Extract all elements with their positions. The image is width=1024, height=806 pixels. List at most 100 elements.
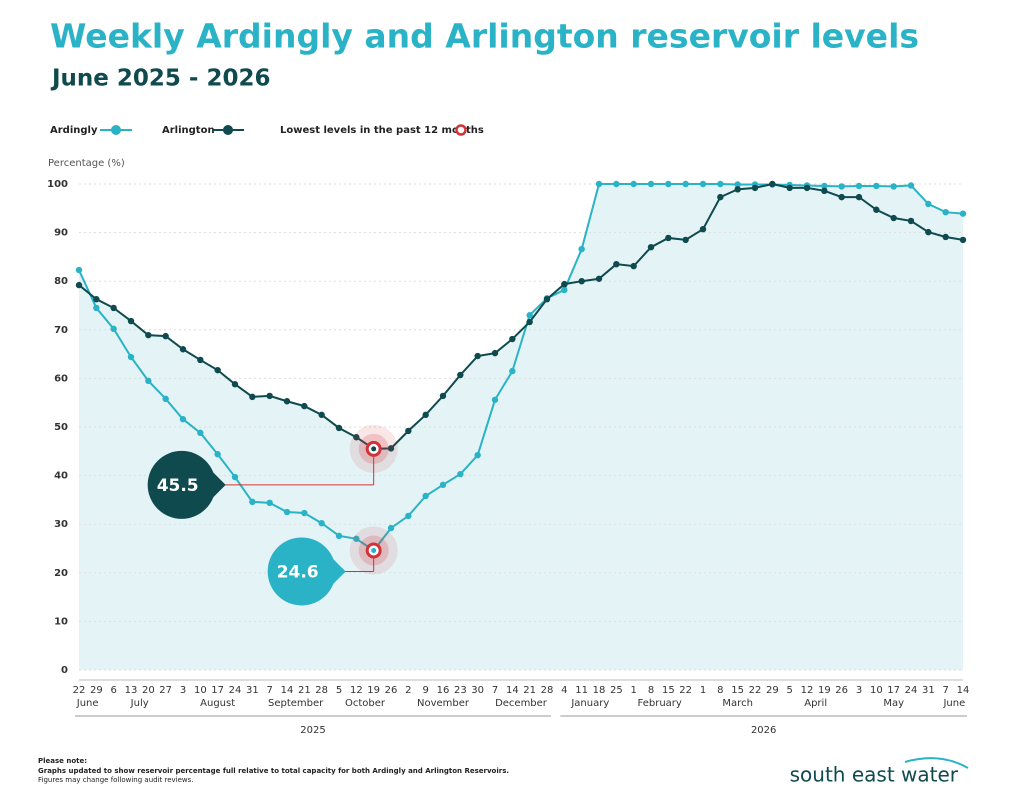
point [595, 180, 603, 188]
x-tick-label: 22 [679, 685, 692, 696]
x-tick-label: 15 [731, 685, 744, 696]
point [682, 236, 689, 244]
x-tick-label: 2 [405, 685, 411, 696]
point [318, 520, 325, 527]
month-label: January [570, 698, 609, 709]
point [821, 187, 828, 195]
month-label: December [495, 698, 548, 709]
point [231, 381, 239, 388]
x-tick-label: 27 [159, 685, 172, 696]
point [942, 208, 949, 216]
point [197, 356, 204, 364]
point [474, 352, 481, 360]
y-tick-label: 80 [54, 276, 68, 287]
point [665, 234, 672, 242]
point [509, 335, 516, 343]
point [405, 427, 412, 435]
point [214, 366, 221, 374]
series-line [78, 183, 964, 552]
point [439, 481, 447, 489]
point [959, 236, 967, 244]
month-label: May [883, 698, 904, 709]
point [439, 392, 447, 400]
x-tick-label: 7 [942, 685, 948, 696]
y-tick-label: 100 [47, 179, 68, 190]
month-label: July [130, 698, 149, 709]
y-tick-label: 20 [54, 568, 68, 579]
point [335, 532, 343, 540]
x-tick-label: 7 [492, 685, 498, 696]
point [110, 304, 117, 312]
month-label: February [638, 698, 682, 709]
legend-label: Arlington [162, 125, 215, 136]
point [769, 180, 776, 188]
point [925, 200, 932, 208]
point [249, 393, 256, 401]
brand-swoosh [904, 757, 969, 769]
point [699, 225, 707, 233]
point [613, 260, 620, 268]
point [249, 498, 256, 506]
point [890, 183, 897, 190]
y-tick-label: 70 [54, 325, 68, 336]
x-tick-label: 6 [110, 685, 116, 696]
point [942, 233, 949, 241]
point [959, 210, 967, 217]
y-tick-label: 60 [54, 373, 68, 384]
point [422, 492, 429, 500]
point [179, 346, 187, 353]
x-tick-label: 19 [367, 685, 380, 696]
x-tick-label: 22 [749, 685, 762, 696]
point [387, 524, 395, 532]
point [925, 228, 932, 236]
x-tick-label: 1 [630, 685, 636, 696]
point [543, 295, 551, 303]
point [734, 181, 741, 188]
x-tick-label: 17 [211, 685, 224, 696]
point [266, 499, 273, 507]
point [647, 243, 655, 251]
point [353, 434, 360, 441]
legend-label: Ardingly [50, 125, 98, 136]
x-tick-label: 5 [336, 685, 342, 696]
x-tick-label: 13 [125, 685, 138, 696]
x-tick-label: 8 [717, 685, 723, 696]
x-tick-label: 15 [662, 685, 675, 696]
x-tick-label: 7 [266, 685, 272, 696]
point [717, 193, 724, 201]
callout-bubble [331, 557, 346, 586]
point [283, 508, 291, 516]
point [266, 392, 273, 400]
year-label: 2025 [300, 725, 325, 736]
point [214, 451, 221, 458]
y-tick-label: 30 [54, 519, 68, 530]
x-tick-label: 25 [610, 685, 623, 696]
note-title: Please note: [38, 757, 87, 765]
point [907, 182, 915, 189]
x-tick-label: 16 [437, 685, 450, 696]
point [145, 377, 152, 385]
point [145, 331, 152, 339]
x-tick-label: 14 [506, 685, 519, 696]
point [613, 180, 620, 188]
x-tick-label: 23 [454, 685, 467, 696]
point [509, 367, 516, 375]
point [93, 304, 100, 312]
point [387, 445, 395, 452]
chart-subtitle: June 2025 - 2026 [50, 66, 271, 92]
x-tick-label: 14 [281, 685, 294, 696]
point [197, 429, 204, 437]
x-tick-label: 26 [385, 685, 398, 696]
y-axis-label: Percentage (%) [48, 158, 125, 169]
x-tick-label: 21 [523, 685, 536, 696]
month-label: October [345, 698, 386, 709]
x-tick-label: 24 [229, 685, 242, 696]
point [682, 180, 689, 188]
callout-bubble [267, 537, 336, 606]
x-tick-label: 24 [905, 685, 918, 696]
note-line: Figures may change following audit revie… [38, 776, 194, 784]
point [405, 512, 412, 520]
point [751, 184, 759, 192]
x-tick-label: 8 [648, 685, 654, 696]
